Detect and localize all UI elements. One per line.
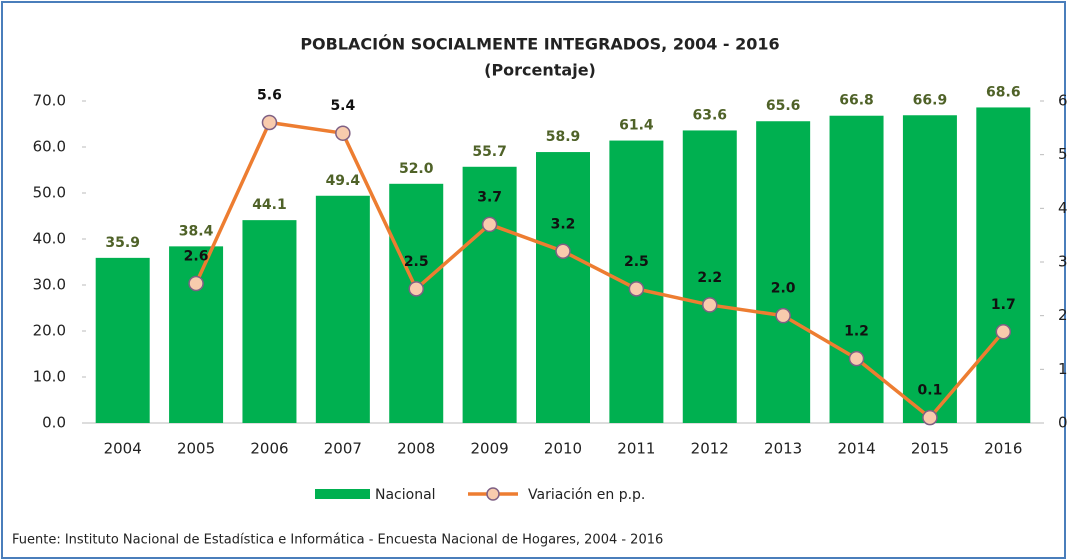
bar-value-label: 68.6 [986,84,1021,100]
x-tick-label: 2010 [544,440,582,458]
y2-tick-label: 2 [1058,306,1067,324]
line-marker [848,350,865,367]
line-marker [335,125,351,141]
bar-value-label: 52.0 [399,161,434,177]
bar [902,115,957,423]
x-tick-label: 2011 [617,440,655,458]
y-tick-label: 70.0 [33,92,66,110]
chart-subtitle: (Porcentaje) [484,61,596,80]
x-tick-label: 2013 [764,440,802,458]
bar [242,220,297,423]
line-value-label: 2.2 [697,270,722,286]
y2-tick-label: 0 [1058,414,1067,432]
legend-swatch [315,489,370,499]
bar-value-label: 66.8 [839,93,874,109]
line-marker [775,307,791,324]
bar [169,246,224,423]
line-marker [995,324,1012,340]
bar-value-label: 61.4 [619,118,654,134]
line-value-label: 1.7 [991,297,1016,313]
x-tick-label: 2005 [177,440,215,458]
y-tick-label: 50.0 [33,184,66,202]
y-tick-label: 40.0 [33,230,66,248]
chart-title: POBLACIÓN SOCIALMENTE INTEGRADOS, 2004 -… [300,35,779,54]
line-value-label: 5.6 [257,87,282,103]
y2-tick-label: 3 [1058,253,1067,271]
x-tick-label: 2012 [691,440,729,458]
bar [829,115,884,423]
legend-swatch-marker [486,487,500,501]
line-marker [481,216,498,233]
x-tick-label: 2016 [984,440,1022,458]
source-note: Fuente: Instituto Nacional de Estadístic… [12,533,663,548]
y-tick-label: 20.0 [33,322,66,340]
x-tick-label: 2009 [471,440,509,458]
line-marker [261,114,278,131]
bar-value-label: 35.9 [105,235,140,251]
y2-tick-label: 5 [1058,145,1067,163]
bar [536,152,590,423]
bar [389,183,444,423]
line [194,120,1005,421]
line-marker [408,281,424,297]
bar [756,121,811,424]
line-value-label: 1.2 [844,324,869,340]
line-value-label: 2.5 [404,254,429,270]
x-tick-label: 2014 [837,440,875,458]
line-marker [628,281,645,297]
x-tick-label: 2006 [250,440,288,458]
y2-tick-label: 1 [1058,360,1067,378]
y-tick-label: 60.0 [33,138,66,156]
bar [462,166,517,423]
y2-tick-label: 6 [1058,92,1067,110]
bar-value-label: 58.9 [546,129,581,145]
bar-value-label: 65.6 [766,98,801,114]
line-marker [188,275,204,292]
bar-value-label: 44.1 [252,197,287,213]
bar-value-label: 63.6 [692,107,727,123]
bar-value-label: 55.7 [472,144,507,160]
y2-tick-label: 4 [1058,199,1067,217]
bar [95,257,150,423]
line-value-label: 0.1 [918,383,943,399]
line-marker [555,243,571,260]
line-value-label: 5.4 [330,98,355,114]
bar [315,195,370,423]
y-tick-label: 30.0 [33,276,66,294]
y-tick-label: 0.0 [42,414,66,432]
bar-value-label: 66.9 [913,92,948,108]
x-tick-label: 2004 [104,440,142,458]
legend-label: Variación en p.p. [528,487,645,503]
x-tick-label: 2008 [397,440,435,458]
line-value-label: 3.2 [551,216,576,232]
bar-value-label: 49.4 [326,173,361,189]
bar-value-label: 38.4 [179,223,214,239]
bar [682,130,737,423]
y-tick-label: 10.0 [33,368,66,386]
legend-label: Nacional [375,487,436,503]
x-tick-label: 2015 [911,440,949,458]
line-marker [702,297,718,313]
bar [976,107,1031,423]
line-value-label: 2.5 [624,254,649,270]
x-tick-label: 2007 [324,440,362,458]
line-value-label: 3.7 [477,189,502,205]
line-marker [922,409,938,426]
line-value-label: 2.0 [771,281,796,297]
line-value-label: 2.6 [184,248,209,264]
